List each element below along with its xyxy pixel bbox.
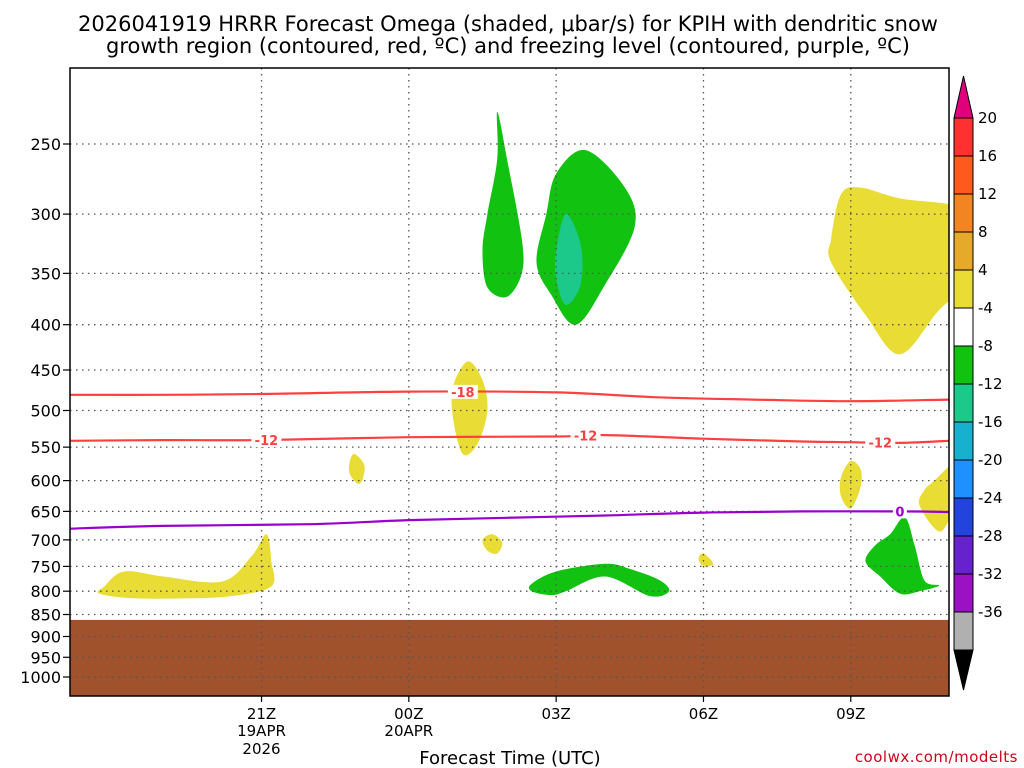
ground-fill: [70, 619, 949, 696]
omega-green-upper-left: [482, 111, 524, 298]
omega-yellow-small-b: [839, 460, 862, 509]
y-tick-label-950: 950: [30, 648, 61, 667]
colorbar-label--36: -36: [978, 603, 1003, 621]
colorbar-label-20: 20: [978, 109, 997, 127]
colorbar-label--12: -12: [978, 375, 1003, 393]
colorbar-label--16: -16: [978, 413, 1003, 431]
x-tick-label-06Z: 06Z: [689, 705, 718, 723]
x-tick-label-03Z: 03Z: [541, 705, 570, 723]
dgz-contour-m12-1-label-0: -12: [255, 434, 279, 449]
chart-title-line2: growth region (contoured, red, ºC) and f…: [106, 34, 910, 58]
omega-yellow-small-d: [698, 553, 714, 567]
dgz-contour-m12-1-label-bg-2: [865, 435, 896, 450]
x-tick-label-21Z: 21Z: [247, 705, 276, 723]
omega-yellow-right-edge: [929, 216, 949, 292]
omega-yellow-mid-upper: [451, 361, 488, 456]
colorbar-segment--24: [953, 497, 974, 537]
chart-title-line1: 2026041919 HRRR Forecast Omega (shaded, …: [78, 12, 938, 36]
colorbar-segment-12: [953, 193, 974, 233]
colorbar-segment--4: [953, 307, 974, 347]
omega-yellow-right-upper: [828, 187, 949, 355]
y-tick-label-1000: 1000: [20, 668, 61, 687]
y-tick-label-550: 550: [30, 438, 61, 457]
dgz-contour-m12-1-label-bg-1: [570, 428, 601, 443]
dgz-contour-m12-1-label-1: -12: [574, 430, 598, 445]
colorbar-segment--32: [953, 573, 974, 613]
credit-text: coolwx.com/modelts: [855, 748, 1018, 766]
colorbar-segment--12: [953, 383, 974, 423]
plot-content: -18 -12 -12 -12 0: [70, 68, 949, 696]
y-tick-label-700: 700: [30, 531, 61, 550]
omega-yellow-lower-left: [97, 534, 275, 599]
y-tick-label-900: 900: [30, 627, 61, 646]
y-tick-label-350: 350: [30, 264, 61, 283]
y-tick-label-850: 850: [30, 606, 61, 625]
colorbar-segment-8: [953, 231, 974, 271]
y-tick-label-750: 750: [30, 557, 61, 576]
omega-green-lower-right: [865, 517, 940, 595]
y-tick-label-800: 800: [30, 582, 61, 601]
dgz-contour-m12-1-label-2: -12: [869, 437, 893, 452]
y-tick-label-300: 300: [30, 205, 61, 224]
dgz-contour-m18-0-label-bg-0: [447, 384, 478, 399]
colorbar-segment--16: [953, 421, 974, 461]
colorbar-segment--20: [953, 459, 974, 499]
freezing-level-contour-label-0: 0: [895, 505, 904, 520]
omega-yellow-small-a: [348, 453, 365, 484]
dgz-contour-m18-0-label-0: -18: [451, 386, 475, 401]
colorbar-label--24: -24: [978, 489, 1003, 507]
colorbar-label-12: 12: [978, 185, 997, 203]
colorbar-label--4: -4: [978, 299, 993, 317]
colorbar-top-arrow: [953, 75, 974, 119]
colorbar-segment--8: [953, 345, 974, 385]
colorbar-label-8: 8: [978, 223, 988, 241]
colorbar-label-16: 16: [978, 147, 997, 165]
y-tick-label-250: 250: [30, 135, 61, 154]
dgz-contour-m12-1: [70, 433, 949, 445]
y-tick-label-450: 450: [30, 361, 61, 380]
x-tick-date-21Z: 19APR: [237, 722, 286, 740]
x-tick-label-09Z: 09Z: [836, 705, 865, 723]
dgz-contour-m18-0: [70, 390, 949, 403]
omega-green-lower-center: [528, 563, 670, 597]
colorbar-label-4: 4: [978, 261, 988, 279]
colorbar-segment--36: [953, 611, 974, 651]
colorbar-segment-4: [953, 269, 974, 309]
omega-yellow-small-c: [482, 534, 503, 554]
dgz-contour-m12-1-label-bg-0: [251, 432, 282, 447]
colorbar-label--8: -8: [978, 337, 993, 355]
colorbar-bottom-arrow: [953, 649, 974, 691]
plot-frame: [69, 67, 950, 697]
colorbar-segment-16: [953, 155, 974, 195]
y-tick-label-650: 650: [30, 502, 61, 521]
x-axis-label: Forecast Time (UTC): [419, 748, 600, 768]
x-tick-label-00Z: 00Z: [394, 705, 423, 723]
freezing-level-contour-label-bg-0: [892, 504, 907, 519]
colorbar-label--20: -20: [978, 451, 1003, 469]
x-tick-year-21Z: 2026: [242, 740, 280, 758]
y-tick-label-400: 400: [30, 316, 61, 335]
freezing-level-contour: [70, 510, 949, 530]
omega-yellow-right-600: [918, 466, 949, 532]
x-tick-date-00Z: 20APR: [384, 722, 433, 740]
y-tick-label-500: 500: [30, 402, 61, 421]
colorbar-label--28: -28: [978, 527, 1003, 545]
colorbar-segment-20: [953, 117, 974, 157]
colorbar-label--32: -32: [978, 565, 1003, 583]
omega-green-upper-center: [536, 149, 636, 325]
y-tick-label-600: 600: [30, 472, 61, 491]
colorbar: 20 16 12 8 4 -4 -8 -12 -16 -20 -24 -28 -32 -36: [953, 75, 1003, 691]
plot-area: -18 -12 -12 -12 0 250 300 350 400 450 500 550 600 650…: [20, 67, 950, 758]
omega-teal-core: [554, 214, 583, 306]
colorbar-segment--28: [953, 535, 974, 575]
